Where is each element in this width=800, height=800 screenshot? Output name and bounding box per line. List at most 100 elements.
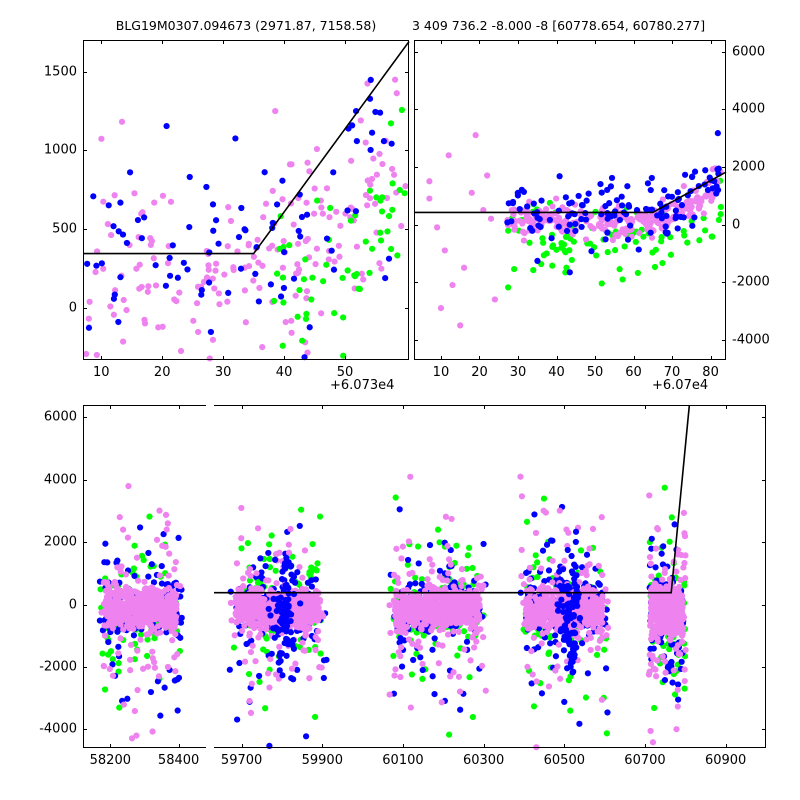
top-right-panel-title: 3 409 736.2 -8.000 -8 [60778.654, 60780.… [412, 18, 706, 33]
x-tick-mark-top [178, 405, 180, 409]
x-tick-mark-top [241, 405, 243, 409]
y-tick-mark-left [414, 224, 418, 226]
y-tick-label: 1500 [43, 64, 77, 80]
x-tick-mark [241, 744, 243, 748]
y-tick-mark-right [762, 479, 766, 481]
y-tick-mark-left [83, 666, 87, 668]
x-tick-mark [440, 356, 442, 360]
x-tick-label: 50 [586, 365, 604, 380]
x-tick-mark [564, 744, 566, 748]
x-tick-label: 60700 [624, 753, 666, 768]
x-tick-mark-top [672, 40, 674, 44]
x-tick-mark-top [595, 40, 597, 44]
x-tick-mark [633, 356, 635, 360]
y-tick-mark-left [414, 109, 418, 111]
x-tick-label: 10 [432, 365, 450, 380]
x-tick-mark [322, 744, 324, 748]
x-tick-label: 58200 [89, 753, 131, 768]
y-tick-mark-right [722, 109, 726, 111]
x-tick-label: 20 [471, 365, 488, 380]
x-tick-mark [178, 744, 180, 748]
y-tick-mark-left [83, 542, 87, 544]
y-tick-mark-right [762, 604, 766, 606]
y-tick-label: 4000 [43, 472, 77, 488]
x-tick-mark-top [644, 405, 646, 409]
bottom-axes[interactable] [83, 402, 766, 751]
y-tick-mark-right [722, 51, 726, 53]
x-tick-mark-top [110, 405, 112, 409]
x-tick-mark-top [633, 40, 635, 44]
y-tick-mark-right [405, 307, 409, 309]
y-tick-label: 6000 [43, 409, 77, 425]
y-tick-mark-left [414, 166, 418, 168]
x-tick-label: 50 [336, 365, 354, 380]
y-tick-label: 1000 [43, 142, 77, 158]
y-tick-mark-left [83, 479, 87, 481]
x-tick-mark-top [101, 40, 103, 44]
y-tick-mark-right [722, 166, 726, 168]
x-tick-mark-top [725, 405, 727, 409]
x-tick-mark [402, 744, 404, 748]
x-tick-label: 10 [92, 365, 110, 380]
x-tick-mark-top [345, 40, 347, 44]
x-tick-mark-top [402, 405, 404, 409]
x-tick-label: 80 [702, 365, 719, 380]
y-tick-mark-left [83, 604, 87, 606]
x-tick-mark [345, 356, 347, 360]
y-tick-mark-right [762, 417, 766, 419]
y-tick-mark-left [83, 150, 87, 152]
x-tick-mark-top [162, 40, 164, 44]
y-tick-label: 0 [68, 300, 77, 316]
x-tick-mark-top [556, 40, 558, 44]
x-tick-label: 60 [625, 365, 642, 380]
x-tick-mark-top [564, 405, 566, 409]
x-tick-label: 60300 [462, 753, 505, 768]
y-tick-mark-right [762, 666, 766, 668]
axis-break-gap [206, 402, 214, 751]
x-tick-label: 70 [663, 365, 681, 380]
y-tick-mark-right [405, 71, 409, 73]
y-tick-mark-left [83, 229, 87, 231]
x-tick-mark-top [479, 40, 481, 44]
x-tick-mark [101, 356, 103, 360]
x-tick-label: 58400 [157, 753, 200, 768]
x-tick-label: 30 [509, 365, 527, 380]
x-tick-mark [518, 356, 519, 360]
x-tick-mark [162, 356, 164, 360]
y-tick-label: 0 [68, 597, 77, 613]
bottom-plot-area [96, 404, 691, 751]
x-tick-mark [672, 356, 674, 360]
x-tick-mark [284, 356, 286, 360]
x-tick-mark-top [483, 405, 485, 409]
x-tick-mark [710, 356, 712, 360]
y-tick-mark-right [405, 229, 409, 231]
y-tick-mark-right [722, 224, 726, 226]
y-tick-mark-left [414, 339, 418, 341]
top-left-axes[interactable] [83, 40, 410, 362]
top-right-axes[interactable] [414, 40, 727, 360]
y-tick-label: -2000 [39, 659, 77, 675]
y-tick-label: 0 [732, 217, 741, 232]
y-tick-label: -4000 [39, 721, 77, 737]
top-left-plot-area [83, 41, 410, 362]
x-tick-mark-top [440, 40, 442, 44]
x-tick-label: 60900 [704, 753, 747, 768]
top-left-x-offset-text: +6.073e4 [330, 378, 395, 393]
top-right-x-offset-text: +6.07e4 [652, 378, 709, 393]
x-tick-mark-top [518, 40, 519, 44]
y-tick-mark-left [83, 71, 87, 73]
x-tick-mark [223, 356, 225, 360]
x-tick-mark [644, 744, 646, 748]
x-tick-label: 40 [548, 365, 565, 380]
top-right-plot-area [414, 130, 727, 329]
y-tick-label: -2000 [732, 274, 770, 290]
x-tick-label: 40 [275, 365, 293, 380]
top-left-panel-title: BLG19M0307.094673 (2971.87, 7158.58) [115, 18, 377, 33]
x-tick-mark [479, 356, 481, 360]
x-tick-label: 60500 [543, 753, 585, 768]
y-tick-mark-left [83, 729, 87, 731]
x-tick-label: 60100 [382, 753, 424, 768]
y-tick-label: 500 [52, 221, 77, 237]
x-tick-mark [595, 356, 597, 360]
